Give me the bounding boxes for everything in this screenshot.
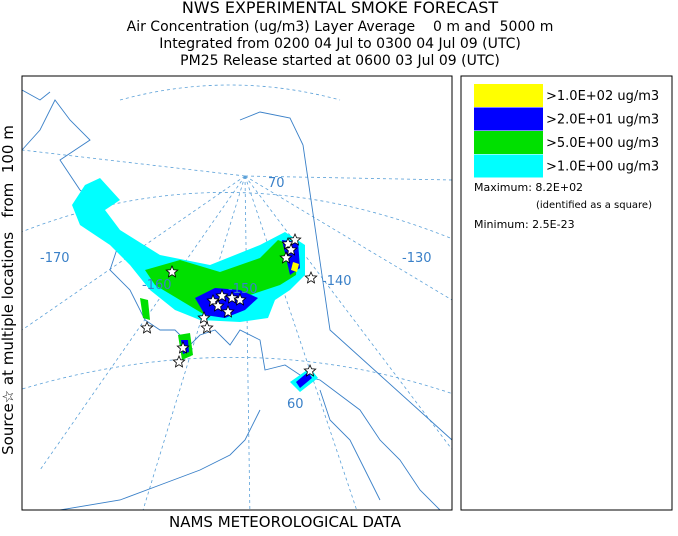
minimum: Minimum: 2.5E-23 — [474, 218, 575, 231]
map-label: 70 — [268, 176, 285, 191]
legend-label: >1.0E+00 ug/m3 — [546, 160, 659, 175]
map-label: -130 — [402, 251, 432, 266]
maximum: Maximum: 8.2E+02 — [474, 181, 583, 194]
legend-swatch — [474, 107, 543, 131]
map-label: -170 — [40, 251, 70, 266]
map-frame — [21, 75, 453, 511]
source-star — [172, 354, 186, 368]
source-star — [303, 363, 317, 377]
source-star — [140, 320, 154, 334]
source-star — [197, 310, 211, 324]
legend-label: >5.0E+00 ug/m3 — [546, 136, 659, 151]
source-star — [304, 270, 318, 284]
legend-label: >1.0E+02 ug/m3 — [546, 89, 659, 104]
legend-swatch — [474, 154, 543, 178]
plume-level-3 — [296, 372, 312, 388]
source-star — [233, 292, 247, 306]
subtitle: PM25 Release started at 0600 03 Jul 09 (… — [180, 53, 500, 69]
map-label: -150 — [228, 282, 258, 297]
plume-level-4 — [291, 262, 299, 272]
legend-label: >2.0E+01 ug/m3 — [546, 113, 659, 128]
side-label: Source☆ at multiple locations from 100 m — [0, 125, 17, 455]
map-label: -160 — [142, 278, 172, 293]
source-star — [165, 264, 179, 278]
source-star — [200, 320, 214, 334]
legend-swatch — [474, 84, 543, 107]
map-labels: -170 -160 -150 -140 -130 70 60 — [40, 176, 432, 412]
map: -170 -160 -150 -140 -130 70 60 — [22, 84, 452, 510]
plume-level-2 — [145, 240, 298, 315]
source-star — [176, 340, 190, 354]
coastline — [22, 89, 452, 510]
plume-level-3 — [195, 288, 258, 318]
source-star — [221, 304, 235, 318]
title: NWS EXPERIMENTAL SMOKE FORECAST — [182, 0, 499, 17]
source-star — [279, 250, 293, 264]
legend: >1.0E+02 ug/m3 >2.0E+01 ug/m3 >5.0E+00 ug/… — [474, 84, 659, 178]
max-note: (identified as a square) — [536, 200, 652, 211]
subtitle: Air Concentration (ug/m3) Layer Average … — [127, 19, 554, 35]
sources — [140, 232, 318, 377]
source-star — [288, 232, 302, 246]
map-label: -140 — [322, 274, 352, 289]
legend-frame — [460, 75, 673, 511]
subtitle: Integrated from 0200 04 Jul to 0300 04 J… — [159, 36, 521, 52]
legend-swatch — [474, 131, 543, 154]
footer: NAMS METEOROLOGICAL DATA — [169, 513, 402, 531]
map-label: 60 — [287, 397, 304, 412]
source-star — [284, 242, 298, 256]
source-star — [215, 288, 229, 302]
source-star — [225, 290, 239, 304]
graticule — [22, 84, 452, 510]
source-star — [211, 298, 225, 312]
plume-level-2 — [140, 298, 150, 320]
